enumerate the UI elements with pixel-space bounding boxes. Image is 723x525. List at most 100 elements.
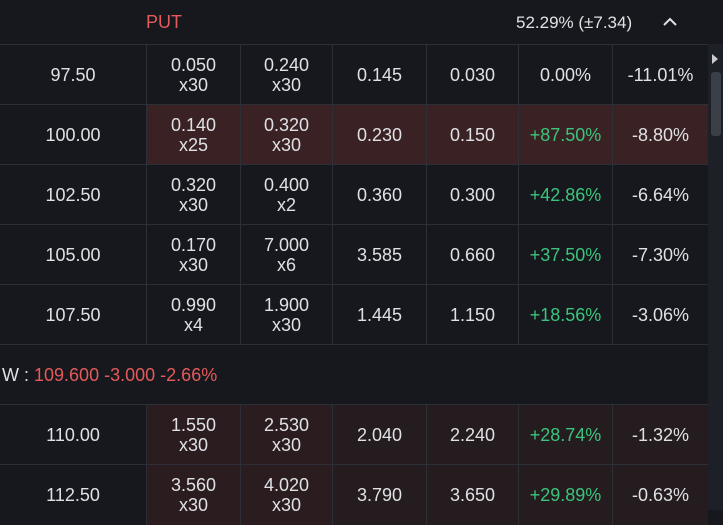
underlying-price: 109.600 — [34, 365, 100, 385]
bid-size-value: x30 — [178, 255, 209, 275]
option-row[interactable]: 97.50 0.050 x30 0.240 x30 0.145 0.030 0.00% -11.… — [0, 44, 708, 105]
prob-cell: -6.64% — [612, 165, 708, 225]
chg-pct-value: +29.89% — [529, 485, 602, 505]
change-pct-cell: +18.56% — [518, 285, 612, 345]
bid-cell[interactable]: 0.170 x30 — [146, 225, 240, 285]
bid-cell[interactable]: 3.560 x30 — [146, 465, 240, 525]
prev-value: 0.660 — [449, 245, 496, 265]
prev-value: 0.150 — [449, 125, 496, 145]
prob-value: -6.64% — [631, 185, 690, 205]
ask-cell[interactable]: 0.320 x30 — [240, 105, 332, 165]
scrollbar-corner — [708, 0, 723, 44]
prev-cell: 0.150 — [426, 105, 518, 165]
ask-cell[interactable]: 0.400 x2 — [240, 165, 332, 225]
options-header: PUT 52.29% (±7.34) — [0, 0, 708, 44]
chg-pct-value: +42.86% — [529, 185, 602, 205]
last-value: 0.360 — [356, 185, 403, 205]
prev-value: 2.240 — [449, 425, 496, 445]
strike-cell: 110.00 — [0, 405, 146, 465]
bid-value: 0.050 — [170, 55, 217, 75]
last-cell: 1.445 — [332, 285, 426, 345]
bid-value: 1.550 — [170, 415, 217, 435]
prob-value: -11.01% — [627, 65, 694, 85]
option-row[interactable]: 105.00 0.170 x30 7.000 x6 3.585 0.660 +37.50% -7… — [0, 224, 708, 285]
ask-size-value: x6 — [276, 255, 296, 275]
last-cell: 3.790 — [332, 465, 426, 525]
option-row[interactable]: 107.50 0.990 x4 1.900 x30 1.445 1.150 +18.56% -3… — [0, 284, 708, 345]
implied-volatility: 52.29% (±7.34) — [516, 13, 633, 32]
ask-value: 7.000 — [263, 235, 310, 255]
bid-cell[interactable]: 0.320 x30 — [146, 165, 240, 225]
bid-cell[interactable]: 1.550 x30 — [146, 405, 240, 465]
ask-cell[interactable]: 1.900 x30 — [240, 285, 332, 345]
ask-value: 0.400 — [263, 175, 310, 195]
ask-value: 0.240 — [263, 55, 310, 75]
change-pct-cell: 0.00% — [518, 45, 612, 105]
prob-value: -1.32% — [631, 425, 690, 445]
prev-value: 1.150 — [449, 305, 496, 325]
strike-cell: 102.50 — [0, 165, 146, 225]
strike-cell: 107.50 — [0, 285, 146, 345]
prob-value: -3.06% — [631, 305, 690, 325]
option-row[interactable]: 102.50 0.320 x30 0.400 x2 0.360 0.300 +42.86% -6… — [0, 164, 708, 225]
strike-cell: 112.50 — [0, 465, 146, 525]
last-value: 3.790 — [356, 485, 403, 505]
last-cell: 2.040 — [332, 405, 426, 465]
ask-size-value: x2 — [276, 195, 296, 215]
prob-cell: -8.80% — [612, 105, 708, 165]
bid-cell[interactable]: 0.050 x30 — [146, 45, 240, 105]
bid-value: 0.140 — [170, 115, 217, 135]
prev-cell: 2.240 — [426, 405, 518, 465]
change-pct-cell: +28.74% — [518, 405, 612, 465]
chg-pct-value: +28.74% — [529, 425, 602, 445]
prev-cell: 1.150 — [426, 285, 518, 345]
ask-cell[interactable]: 0.240 x30 — [240, 45, 332, 105]
ask-size-value: x30 — [271, 135, 302, 155]
prev-cell: 0.300 — [426, 165, 518, 225]
ask-size-value: x30 — [271, 435, 302, 455]
prob-cell: -11.01% — [612, 45, 708, 105]
prob-cell: -0.63% — [612, 465, 708, 525]
ask-cell[interactable]: 7.000 x6 — [240, 225, 332, 285]
ask-cell[interactable]: 2.530 x30 — [240, 405, 332, 465]
underlying-price-row: W : 109.600 -3.000 -2.66% — [0, 344, 708, 405]
underlying-change-pct: -2.66% — [160, 365, 218, 385]
bid-value: 0.990 — [170, 295, 217, 315]
chevron-up-icon[interactable] — [660, 12, 680, 32]
strike-cell: 97.50 — [0, 45, 146, 105]
change-pct-cell: +87.50% — [518, 105, 612, 165]
strike-value: 100.00 — [45, 125, 101, 145]
ask-size-value: x30 — [271, 75, 302, 95]
underlying-change: -3.000 — [104, 365, 156, 385]
last-cell: 0.360 — [332, 165, 426, 225]
option-row[interactable]: 110.00 1.550 x30 2.530 x30 2.040 2.240 +28.74% -… — [0, 404, 708, 465]
put-column-label: PUT — [146, 12, 182, 32]
scrollbar-thumb[interactable] — [711, 72, 721, 136]
option-row[interactable]: 100.00 0.140 x25 0.320 x30 0.230 0.150 +87.50% -… — [0, 104, 708, 165]
bid-size-value: x30 — [178, 195, 209, 215]
strike-value: 105.00 — [45, 245, 101, 265]
last-cell: 3.585 — [332, 225, 426, 285]
vertical-scrollbar[interactable] — [708, 44, 723, 510]
chg-pct-value: 0.00% — [539, 65, 592, 85]
bid-cell[interactable]: 0.990 x4 — [146, 285, 240, 345]
underlying-quote: W : 109.600 -3.000 -2.66% — [2, 365, 217, 386]
ask-value: 4.020 — [263, 475, 310, 495]
ask-value: 0.320 — [263, 115, 310, 135]
last-cell: 0.145 — [332, 45, 426, 105]
option-row[interactable]: 112.50 3.560 x30 4.020 x30 3.790 3.650 +29.89% -… — [0, 464, 708, 525]
bid-cell[interactable]: 0.140 x25 — [146, 105, 240, 165]
prob-cell: -1.32% — [612, 405, 708, 465]
ask-cell[interactable]: 4.020 x30 — [240, 465, 332, 525]
prev-cell: 0.030 — [426, 45, 518, 105]
bid-size-value: x25 — [178, 135, 209, 155]
strike-cell: 100.00 — [0, 105, 146, 165]
last-value: 0.145 — [356, 65, 403, 85]
ask-value: 2.530 — [263, 415, 310, 435]
bid-size-value: x30 — [178, 435, 209, 455]
last-cell: 0.230 — [332, 105, 426, 165]
strike-value: 112.50 — [46, 485, 100, 505]
scroll-right-arrow-icon[interactable] — [712, 54, 718, 64]
bid-value: 0.170 — [170, 235, 217, 255]
change-pct-cell: +29.89% — [518, 465, 612, 525]
